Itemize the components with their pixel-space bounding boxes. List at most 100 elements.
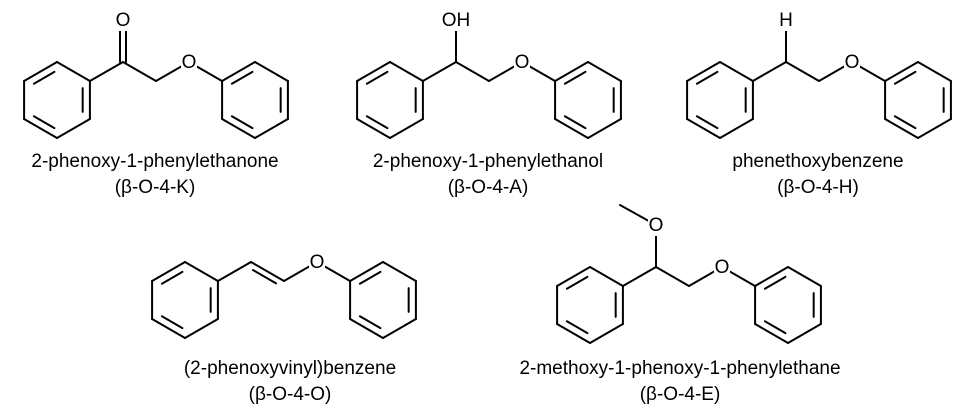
bond (587, 61, 622, 82)
atom-mask (514, 51, 530, 73)
bond (719, 61, 754, 82)
bond (358, 270, 382, 285)
compound-name: phenethoxybenzene (732, 151, 903, 172)
bond (686, 118, 721, 139)
bond (151, 261, 186, 282)
compound-code: (β-O-4-O) (249, 384, 332, 405)
bond (358, 315, 382, 330)
bond (587, 118, 622, 139)
bond (421, 61, 457, 82)
bond (787, 266, 822, 287)
bond (349, 261, 384, 282)
atom-mask (442, 9, 470, 31)
bond (56, 118, 91, 139)
atom-mask (648, 214, 664, 236)
bond (554, 61, 589, 82)
atom-label: H (779, 10, 793, 31)
bond (455, 61, 490, 82)
bond (884, 118, 919, 139)
atom-mask (309, 251, 325, 273)
bond (785, 61, 820, 82)
atom-label: OH (442, 10, 471, 31)
bond (160, 270, 184, 285)
atom-mask (181, 51, 197, 73)
bond (893, 70, 917, 85)
bond (32, 115, 56, 130)
bond (349, 318, 384, 339)
bond (565, 275, 589, 290)
bond (621, 266, 657, 287)
bond (365, 70, 389, 85)
compound-code: (β-O-4-A) (448, 177, 529, 198)
bond (23, 118, 58, 139)
bond (230, 115, 254, 130)
atom-label: O (310, 252, 325, 273)
bond (382, 261, 417, 282)
bond (151, 318, 186, 339)
compound-name: (2-phenoxyvinyl)benzene (184, 358, 396, 379)
bond (254, 118, 289, 139)
atom-label: O (715, 257, 730, 278)
bond (763, 275, 787, 290)
bond (917, 61, 952, 82)
bond (695, 115, 719, 130)
bond (216, 261, 252, 282)
bond (56, 61, 91, 82)
bond (389, 118, 424, 139)
bond (122, 61, 157, 82)
compound-name: 2-methoxy-1-phenoxy-1-phenylethane (519, 358, 840, 379)
atom-label: O (182, 52, 197, 73)
atom-mask (714, 256, 730, 278)
atom-label: O (649, 215, 664, 236)
bond (88, 61, 124, 82)
bond (565, 320, 589, 335)
bond (589, 323, 624, 344)
bond (389, 61, 424, 82)
bond (563, 115, 587, 130)
bond (221, 61, 256, 82)
bond (356, 118, 391, 139)
bond (554, 118, 589, 139)
atom-mask (844, 51, 860, 73)
bond (686, 61, 721, 82)
bond (787, 323, 822, 344)
bond (160, 315, 184, 330)
bond (719, 118, 754, 139)
bond (556, 266, 591, 287)
bond (32, 70, 56, 85)
bond (221, 118, 256, 139)
compound-code: (β-O-4-E) (640, 384, 721, 405)
atom-label: O (845, 52, 860, 73)
bond (356, 61, 391, 82)
bond (250, 261, 285, 282)
bond (754, 323, 789, 344)
compound-name: 2-phenoxy-1-phenylethanone (31, 151, 278, 172)
atom-mask (778, 9, 794, 31)
bond (754, 266, 789, 287)
bond (23, 61, 58, 82)
bond (763, 320, 787, 335)
bond (230, 70, 254, 85)
atom-label: O (515, 52, 530, 73)
atom-mask (115, 9, 131, 31)
bond (184, 318, 219, 339)
bond (563, 70, 587, 85)
bond (365, 115, 389, 130)
bond (382, 318, 417, 339)
bond (751, 61, 787, 82)
bond (254, 61, 289, 82)
bond (884, 61, 919, 82)
bond (589, 266, 624, 287)
bond (184, 261, 219, 282)
compound-code: (β-O-4-H) (777, 177, 859, 198)
bond (917, 118, 952, 139)
bond (695, 70, 719, 85)
bond (893, 115, 917, 130)
atom-label: O (116, 10, 131, 31)
bond (556, 323, 591, 344)
bond (251, 269, 278, 285)
compound-name: 2-phenoxy-1-phenylethanol (373, 151, 603, 172)
bond (655, 266, 690, 287)
compound-code: (β-O-4-K) (115, 177, 196, 198)
